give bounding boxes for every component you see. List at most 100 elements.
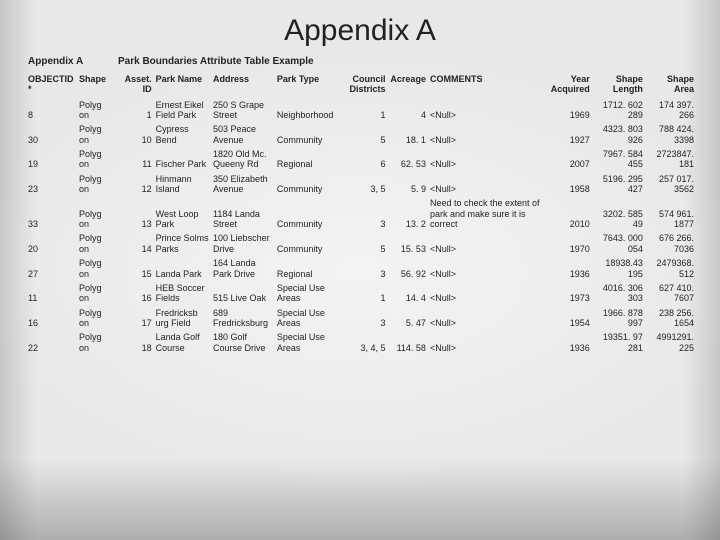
cell-addr: 180 Golf Course Drive bbox=[211, 331, 275, 356]
table-row: 11Polyg on16HEB Soccer Fields515 Live Oa… bbox=[26, 282, 696, 307]
cell-asset: 10 bbox=[113, 123, 153, 148]
subheader-right: Park Boundaries Attribute Table Example bbox=[118, 56, 314, 67]
cell-asset: 12 bbox=[113, 173, 153, 198]
cell-sarea: 788 424. 3398 bbox=[645, 123, 696, 148]
cell-pname: Fredricksb urg Field bbox=[154, 307, 211, 332]
cell-asset: 1 bbox=[113, 99, 153, 124]
cell-cd: 3, 4, 5 bbox=[343, 331, 388, 356]
cell-year: 1973 bbox=[547, 282, 592, 307]
cell-comm: <Null> bbox=[428, 232, 547, 257]
cell-sarea: 676 266. 7036 bbox=[645, 232, 696, 257]
cell-cd: 3 bbox=[343, 257, 388, 282]
cell-slen: 7643. 000 054 bbox=[592, 232, 645, 257]
cell-sarea: 238 256. 1654 bbox=[645, 307, 696, 332]
col-header: Year Acquired bbox=[547, 73, 592, 99]
cell-cd: 1 bbox=[343, 99, 388, 124]
cell-ptype: Special Use Areas bbox=[275, 307, 343, 332]
cell-obj: 19 bbox=[26, 148, 77, 173]
cell-sarea: 4991291. 225 bbox=[645, 331, 696, 356]
cell-cd: 6 bbox=[343, 148, 388, 173]
cell-ptype: Community bbox=[275, 123, 343, 148]
cell-addr: 503 Peace Avenue bbox=[211, 123, 275, 148]
cell-obj: 16 bbox=[26, 307, 77, 332]
cell-acre: 56. 92 bbox=[388, 257, 428, 282]
col-header: OBJECTID * bbox=[26, 73, 77, 99]
cell-cd: 3, 5 bbox=[343, 173, 388, 198]
attribute-table: OBJECTID *ShapeAsset. IDPark NameAddress… bbox=[26, 73, 696, 356]
cell-asset: 18 bbox=[113, 331, 153, 356]
cell-asset: 15 bbox=[113, 257, 153, 282]
cell-slen: 18938.43 195 bbox=[592, 257, 645, 282]
cell-shape: Polyg on bbox=[77, 123, 113, 148]
cell-addr: 164 Landa Park Drive bbox=[211, 257, 275, 282]
cell-shape: Polyg on bbox=[77, 173, 113, 198]
cell-slen: 4016. 306 303 bbox=[592, 282, 645, 307]
cell-slen: 19351. 97 281 bbox=[592, 331, 645, 356]
cell-pname: Prince Solms Parks bbox=[154, 232, 211, 257]
cell-pname: Landa Golf Course bbox=[154, 331, 211, 356]
col-header: Asset. ID bbox=[113, 73, 153, 99]
cell-ptype: Community bbox=[275, 232, 343, 257]
subheader: Appendix A Park Boundaries Attribute Tab… bbox=[0, 56, 720, 73]
table-row: 27Polyg on15Landa Park164 Landa Park Dri… bbox=[26, 257, 696, 282]
cell-ptype: Regional bbox=[275, 257, 343, 282]
table-head: OBJECTID *ShapeAsset. IDPark NameAddress… bbox=[26, 73, 696, 99]
cell-asset: 11 bbox=[113, 148, 153, 173]
cell-ptype: Regional bbox=[275, 148, 343, 173]
cell-cd: 1 bbox=[343, 282, 388, 307]
subheader-left: Appendix A bbox=[28, 56, 118, 67]
cell-acre: 5. 9 bbox=[388, 173, 428, 198]
cell-comm: <Null> bbox=[428, 123, 547, 148]
cell-ptype: Special Use Areas bbox=[275, 282, 343, 307]
cell-comm: <Null> bbox=[428, 173, 547, 198]
cell-year: 2010 bbox=[547, 197, 592, 232]
cell-shape: Polyg on bbox=[77, 307, 113, 332]
cell-shape: Polyg on bbox=[77, 282, 113, 307]
cell-comm: <Null> bbox=[428, 307, 547, 332]
cell-obj: 27 bbox=[26, 257, 77, 282]
table-row: 22Polyg on18Landa Golf Course180 Golf Co… bbox=[26, 331, 696, 356]
cell-cd: 3 bbox=[343, 307, 388, 332]
table-body: 8Polyg on1Ernest Eikel Field Park250 S G… bbox=[26, 99, 696, 356]
table-row: 16Polyg on17Fredricksb urg Field689 Fred… bbox=[26, 307, 696, 332]
cell-year: 1958 bbox=[547, 173, 592, 198]
cell-acre: 4 bbox=[388, 99, 428, 124]
cell-pname: Hinmann Island bbox=[154, 173, 211, 198]
col-header: Shape Area bbox=[645, 73, 696, 99]
table-header-row: OBJECTID *ShapeAsset. IDPark NameAddress… bbox=[26, 73, 696, 99]
cell-obj: 22 bbox=[26, 331, 77, 356]
cell-year: 1936 bbox=[547, 331, 592, 356]
cell-cd: 5 bbox=[343, 123, 388, 148]
cell-slen: 4323. 803 926 bbox=[592, 123, 645, 148]
cell-obj: 23 bbox=[26, 173, 77, 198]
cell-obj: 8 bbox=[26, 99, 77, 124]
cell-addr: 350 Elizabeth Avenue bbox=[211, 173, 275, 198]
cell-sarea: 627 410. 7607 bbox=[645, 282, 696, 307]
cell-shape: Polyg on bbox=[77, 99, 113, 124]
col-header: Park Type bbox=[275, 73, 343, 99]
cell-pname: HEB Soccer Fields bbox=[154, 282, 211, 307]
cell-addr: 515 Live Oak bbox=[211, 282, 275, 307]
cell-acre: 13. 2 bbox=[388, 197, 428, 232]
table-row: 33Polyg on13West Loop Park1184 Landa Str… bbox=[26, 197, 696, 232]
cell-sarea: 174 397. 266 bbox=[645, 99, 696, 124]
cell-slen: 3202. 585 49 bbox=[592, 197, 645, 232]
cell-obj: 33 bbox=[26, 197, 77, 232]
table-row: 23Polyg on12Hinmann Island350 Elizabeth … bbox=[26, 173, 696, 198]
cell-pname: Cypress Bend bbox=[154, 123, 211, 148]
cell-acre: 62. 53 bbox=[388, 148, 428, 173]
cell-pname: Landa Park bbox=[154, 257, 211, 282]
col-header: Council Districts bbox=[343, 73, 388, 99]
cell-comm: Need to check the extent of park and mak… bbox=[428, 197, 547, 232]
cell-asset: 17 bbox=[113, 307, 153, 332]
cell-cd: 5 bbox=[343, 232, 388, 257]
cell-year: 2007 bbox=[547, 148, 592, 173]
col-header: Shape Length bbox=[592, 73, 645, 99]
cell-addr: 1820 Old Mc. Queeny Rd bbox=[211, 148, 275, 173]
cell-slen: 7967. 584 455 bbox=[592, 148, 645, 173]
cell-year: 1927 bbox=[547, 123, 592, 148]
cell-year: 1969 bbox=[547, 99, 592, 124]
cell-pname: West Loop Park bbox=[154, 197, 211, 232]
cell-year: 1954 bbox=[547, 307, 592, 332]
cell-asset: 13 bbox=[113, 197, 153, 232]
